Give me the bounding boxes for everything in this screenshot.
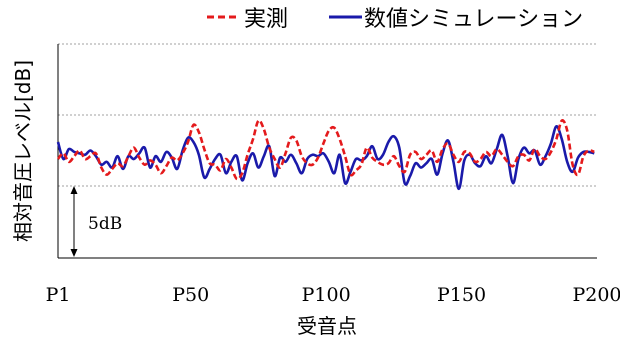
gridlines [58, 43, 597, 187]
scale-label: 5dB [88, 214, 122, 234]
series-line-measured [56, 119, 595, 181]
scale-arrow-up-head [70, 186, 78, 194]
x-tick-label: P50 [172, 284, 209, 306]
plot-area [58, 44, 597, 258]
x-tick-label: P1 [46, 284, 71, 306]
legend: 実測 数値シミュレーション [207, 7, 583, 32]
scale-arrow-down-head [70, 249, 78, 257]
x-tick-label: P150 [437, 284, 486, 306]
x-ticks: P1 P50 P100 P150 P200 [46, 284, 620, 306]
series-layer [56, 119, 595, 191]
x-tick-label: P100 [302, 284, 351, 306]
y-axis-label: 相対音圧レベル[dB] [11, 60, 35, 242]
x-axis-label: 受音点 [297, 314, 357, 338]
legend-label-measured: 実測 [244, 7, 288, 32]
series-line-simulation [56, 125, 595, 191]
x-tick-label: P200 [572, 284, 620, 306]
scale-annotation: 5dB [70, 186, 122, 257]
legend-label-simulation: 数値シミュレーション [364, 7, 583, 32]
